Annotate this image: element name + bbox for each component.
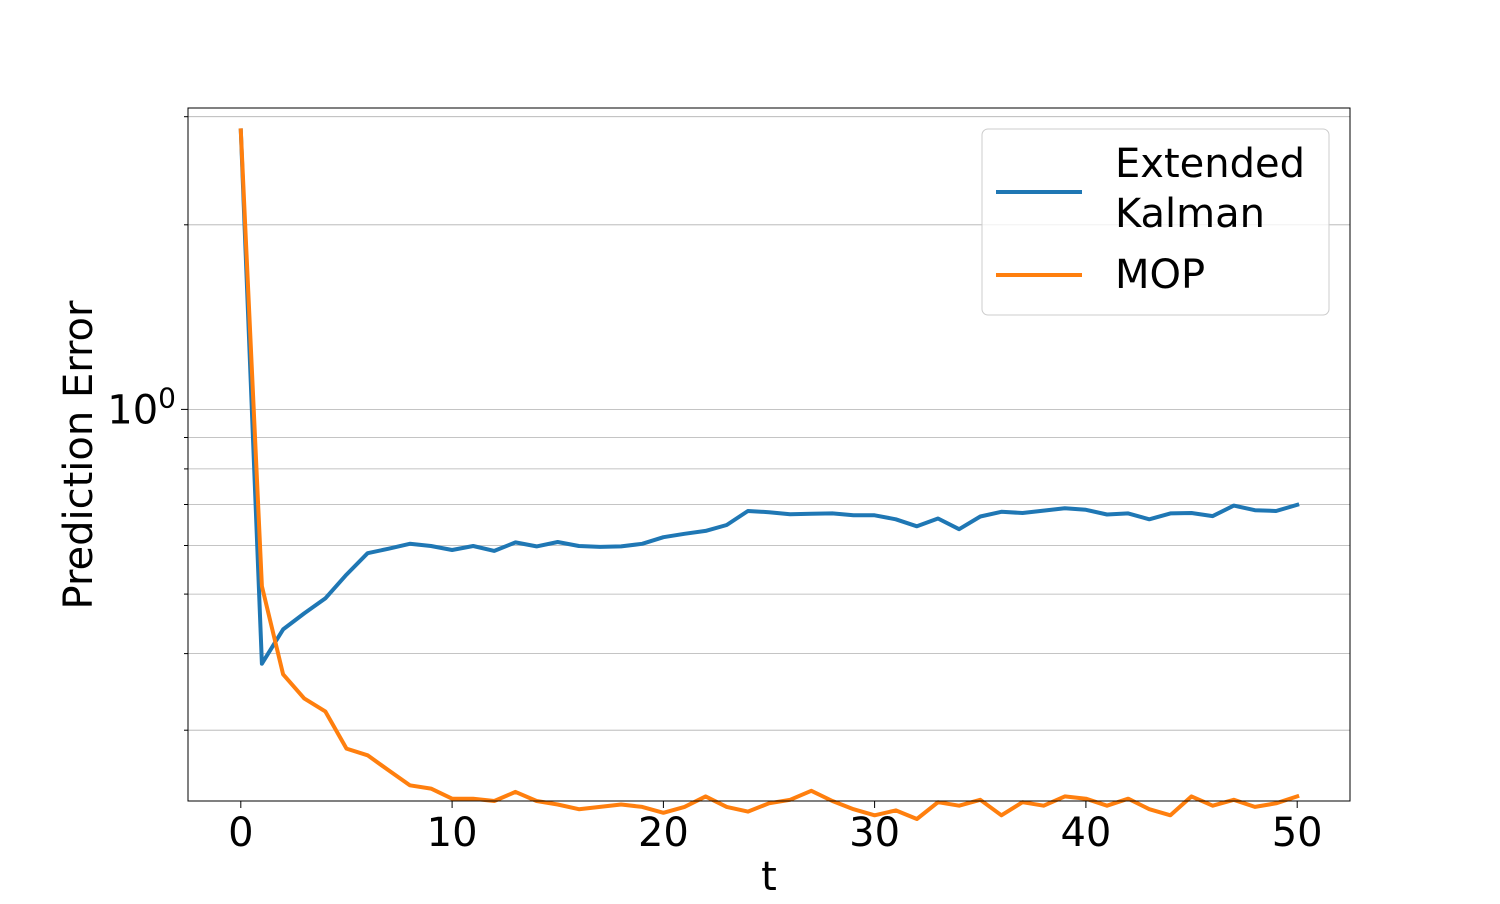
- legend-label: MOP: [1115, 252, 1205, 298]
- x-tick-label: 30: [849, 810, 900, 856]
- series-line-extended-kalman: [238, 128, 1300, 666]
- x-tick-label: 50: [1272, 810, 1323, 856]
- x-tick-label: 10: [427, 810, 478, 856]
- y-tick-label-base: 10: [107, 387, 158, 433]
- y-axis-label: Prediction Error: [56, 300, 102, 609]
- label-layer: t Prediction Error: [56, 300, 777, 900]
- y-tick-label-exponent: 0: [158, 381, 176, 414]
- x-tick-label: 40: [1060, 810, 1111, 856]
- legend-box: [981, 128, 1330, 316]
- y-tick-label: 100: [107, 381, 176, 433]
- x-axis-label: t: [761, 854, 777, 900]
- x-tick-label: 20: [638, 810, 689, 856]
- grid-layer: [188, 116, 1350, 731]
- plot-frame: [187, 107, 1351, 802]
- legend-label: Extended Kalman: [1115, 141, 1305, 237]
- x-tick-label: 0: [228, 810, 253, 856]
- legend: Extended Kalman MOP: [981, 128, 1330, 316]
